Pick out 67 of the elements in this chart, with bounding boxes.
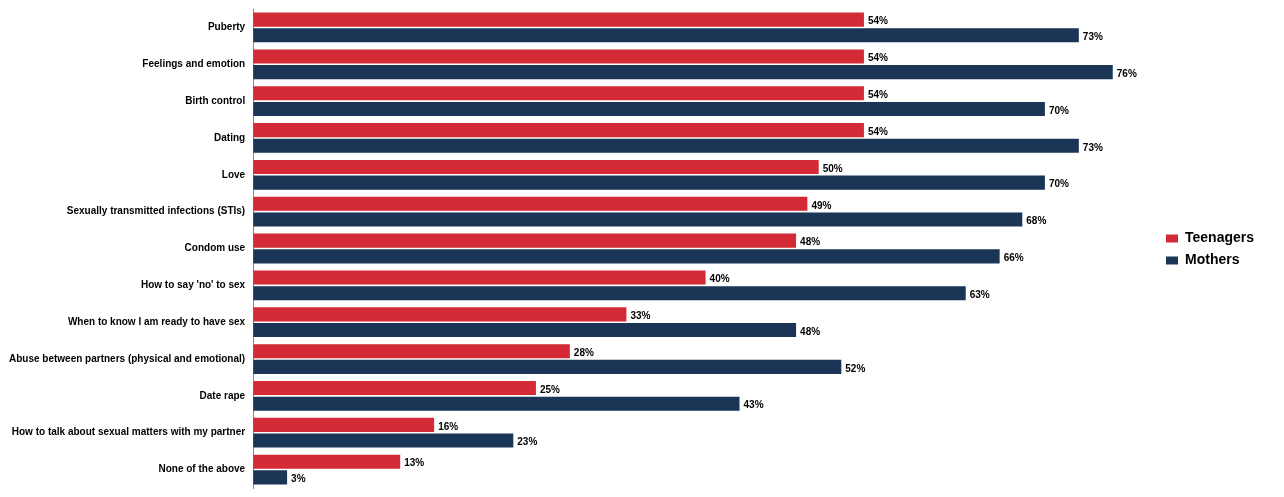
data-label: 16% [438, 420, 459, 432]
data-label: 49% [811, 199, 832, 211]
y-tick-label: How to talk about sexual matters with my partner [11, 426, 246, 438]
data-label: 54% [867, 52, 889, 64]
data-label: 48% [800, 236, 821, 248]
data-label: 73% [1082, 31, 1103, 42]
bar [253, 249, 1000, 264]
data-label: 40% [709, 273, 730, 285]
bar [253, 286, 966, 301]
bar [253, 381, 536, 396]
data-label: 70% [1048, 104, 1070, 116]
bar [253, 101, 1045, 116]
bar [253, 454, 401, 469]
bar [253, 470, 288, 485]
bar [253, 12, 864, 27]
bar [253, 396, 740, 411]
data-label: 73% [1082, 141, 1103, 153]
bar [253, 28, 1079, 43]
bar [253, 417, 435, 432]
data-label: 43% [743, 399, 764, 411]
bar [253, 359, 842, 374]
y-tick-label: Puberty [207, 21, 246, 33]
data-label: 13% [404, 457, 425, 469]
legend-label: Teenagers [1185, 229, 1255, 246]
bar [253, 270, 706, 285]
y-tick-label: None of the above [158, 463, 246, 475]
y-tick-label: Sexually transmitted infections (STIs) [66, 205, 246, 217]
data-label: 63% [969, 288, 990, 300]
y-tick-label: Dating [214, 131, 246, 143]
bar [253, 233, 797, 248]
data-label: 23% [517, 436, 538, 448]
y-tick-label: Abuse between partners (physical and emotional) [8, 352, 246, 364]
data-label: 68% [1026, 215, 1047, 227]
y-tick-label: Love [221, 168, 246, 180]
data-label: 54% [867, 89, 889, 101]
bar [253, 344, 570, 359]
bar [253, 307, 627, 322]
bar [253, 65, 1113, 80]
y-tick-label: How to say 'no' to sex [140, 279, 246, 291]
legend-label: Mothers [1185, 251, 1240, 268]
bar [253, 138, 1079, 153]
data-label: 3% [291, 473, 306, 485]
y-tick-label: When to know I am ready to have sex [67, 315, 246, 327]
data-label: 25% [539, 383, 561, 395]
bar [253, 196, 808, 211]
bar [253, 433, 514, 448]
data-label: 54% [867, 15, 889, 27]
y-tick-label: Date rape [199, 389, 246, 401]
bar [253, 175, 1045, 190]
y-tick-label: Feelings and emotion [142, 58, 246, 70]
data-label: 54% [867, 125, 889, 137]
y-tick-label: Condom use [184, 242, 246, 254]
data-label: 48% [800, 325, 821, 337]
y-tick-label: Birth control [185, 94, 246, 106]
data-label: 52% [845, 362, 866, 374]
data-label: 66% [1003, 252, 1024, 264]
data-label: 50% [822, 162, 843, 174]
bar [253, 86, 864, 101]
bar [253, 49, 864, 64]
data-label: 28% [573, 346, 594, 358]
bar [253, 123, 864, 138]
data-label: 76% [1116, 67, 1137, 79]
bar [253, 322, 797, 338]
bar [253, 212, 1023, 227]
data-label: 70% [1048, 178, 1070, 190]
bar [253, 159, 819, 175]
data-label: 33% [630, 310, 651, 322]
